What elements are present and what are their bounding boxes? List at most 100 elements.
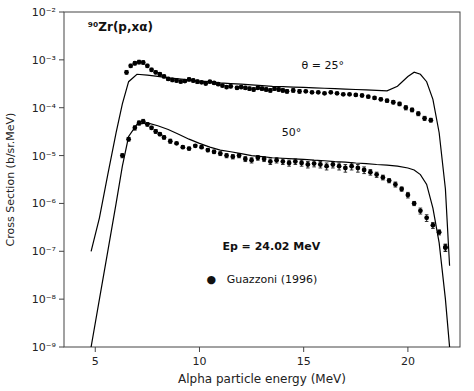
data-point <box>195 79 200 84</box>
error-bar <box>423 116 427 120</box>
error-bar <box>237 154 241 158</box>
error-bar <box>212 150 216 153</box>
data-point <box>316 90 321 95</box>
data-point <box>422 116 427 121</box>
error-bar <box>196 80 200 84</box>
x-tick <box>95 347 96 352</box>
data-point <box>322 91 327 96</box>
error-bar <box>312 161 316 167</box>
data-point <box>132 61 137 66</box>
y-tick <box>59 347 64 348</box>
error-bar <box>300 160 304 166</box>
data-point <box>224 153 229 158</box>
data-point <box>360 93 365 98</box>
data-point <box>162 74 167 79</box>
data-point <box>180 145 185 150</box>
data-point <box>268 159 273 164</box>
data-point <box>343 166 348 171</box>
data-point <box>243 85 248 90</box>
data-point <box>235 85 240 90</box>
x-tick <box>407 347 408 352</box>
error-bar <box>262 157 266 162</box>
y-tick-label: 10⁻⁵ <box>32 150 56 163</box>
error-bar <box>277 88 281 91</box>
error-bar <box>235 86 239 89</box>
data-point <box>416 111 421 116</box>
data-point <box>293 159 298 164</box>
y-tick-label: 10⁻⁹ <box>32 341 56 354</box>
data-point <box>203 81 208 86</box>
data-point <box>247 86 252 91</box>
error-bar <box>337 163 341 170</box>
theory-line <box>91 123 449 347</box>
data-point <box>418 208 423 213</box>
data-point <box>397 102 402 107</box>
data-point <box>324 164 329 169</box>
data-point <box>168 139 173 144</box>
data-point <box>157 72 162 77</box>
data-point <box>178 79 183 84</box>
data-point <box>262 157 267 162</box>
data-point <box>251 87 256 92</box>
data-point <box>145 63 150 68</box>
error-bar <box>168 139 172 143</box>
data-point <box>132 125 137 130</box>
data-point <box>272 86 277 91</box>
error-bar <box>281 89 285 93</box>
error-bar <box>417 112 421 116</box>
error-bar <box>150 126 154 129</box>
y-tick-label: 10⁻⁷ <box>32 245 56 258</box>
error-bar <box>231 155 235 159</box>
data-point <box>166 77 171 82</box>
error-bar <box>429 118 433 122</box>
data-point <box>362 168 367 173</box>
data-point <box>297 89 302 94</box>
error-bar <box>154 130 158 134</box>
data-point <box>328 90 333 95</box>
data-point <box>149 125 154 130</box>
error-bar <box>392 101 396 104</box>
data-point <box>264 87 269 92</box>
error-bar <box>325 163 329 170</box>
data-point <box>405 193 410 198</box>
error-bar <box>291 89 295 93</box>
error-bar <box>175 79 179 82</box>
error-bar <box>244 157 248 162</box>
y-tick <box>59 251 64 252</box>
data-point <box>182 79 187 84</box>
error-bar <box>444 244 448 251</box>
data-point <box>243 157 248 162</box>
error-bar <box>158 73 162 76</box>
x-tick <box>303 347 304 352</box>
x-tick-label: 5 <box>92 355 99 368</box>
y-tick <box>59 299 64 300</box>
x-tick <box>199 347 200 352</box>
error-bar <box>369 170 373 176</box>
data-point <box>174 141 179 146</box>
data-point <box>366 94 371 99</box>
error-bar <box>219 152 223 156</box>
data-point <box>137 60 142 65</box>
data-point <box>191 78 196 83</box>
error-bar <box>150 68 154 71</box>
error-bar <box>273 87 277 90</box>
error-bar <box>344 165 348 173</box>
data-point <box>260 86 265 91</box>
error-bar <box>225 86 229 89</box>
y-tick-label: 10⁻⁶ <box>32 197 57 210</box>
data-point <box>224 85 229 90</box>
data-point <box>120 153 125 158</box>
data-point <box>312 161 317 166</box>
error-bar <box>387 179 391 183</box>
annotation: Ep = 24.02 MeV <box>222 240 320 253</box>
data-point <box>410 108 415 113</box>
annotation: θ = 25° <box>302 59 344 72</box>
data-point <box>280 159 285 164</box>
axes: 510152010⁻⁹10⁻⁸10⁻⁷10⁻⁶10⁻⁵10⁻⁴10⁻³10⁻² <box>32 6 415 368</box>
data-point <box>162 135 167 140</box>
data-point <box>199 80 204 85</box>
y-tick-label: 10⁻⁴ <box>32 102 57 115</box>
error-bar <box>331 162 335 168</box>
error-bar <box>137 121 141 125</box>
data-point <box>153 129 158 134</box>
